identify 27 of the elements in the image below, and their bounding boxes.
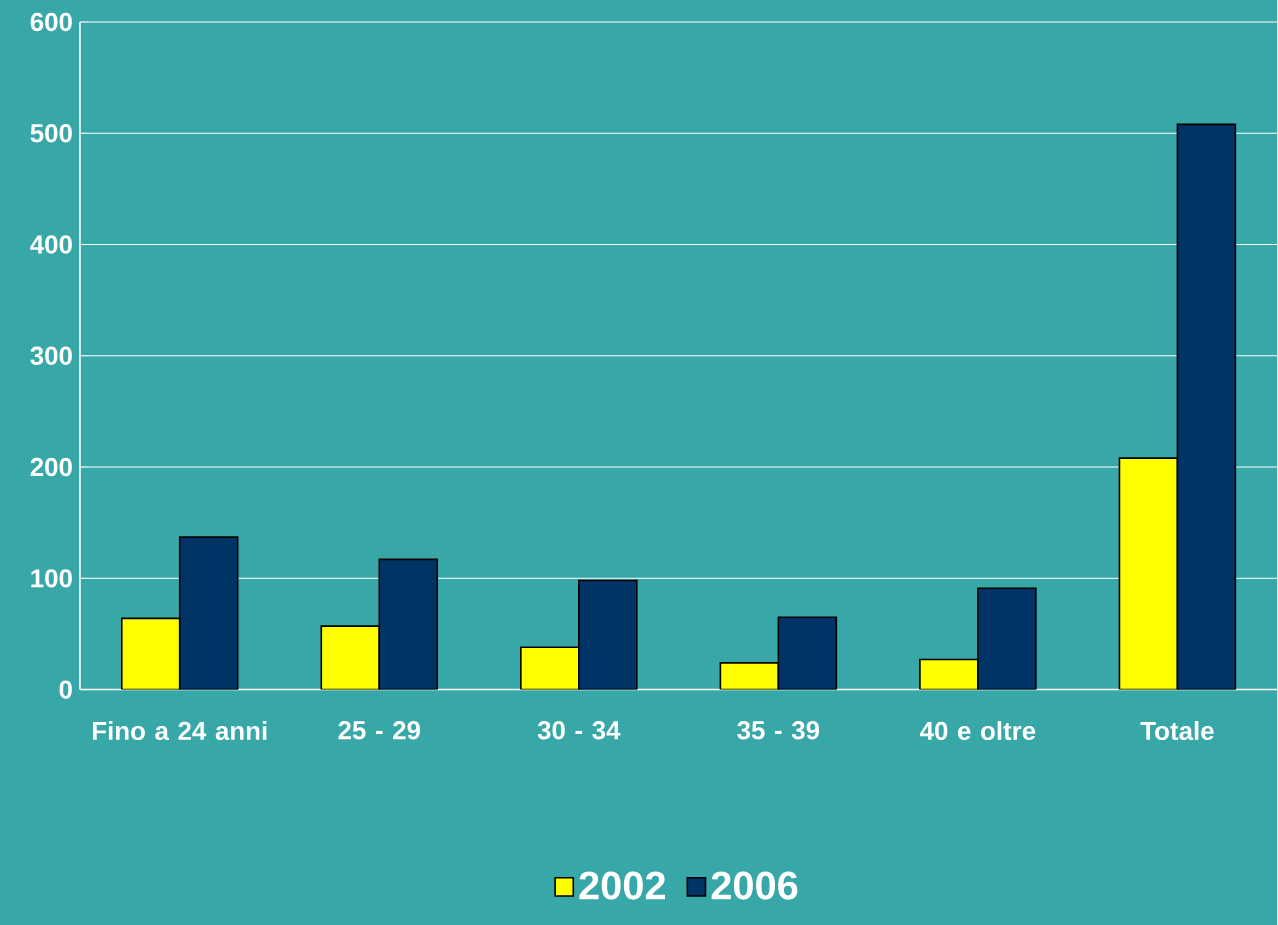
x-tick-label: Totale: [1140, 720, 1214, 740]
x-tick-label: 40 e oltre: [920, 720, 1036, 740]
bar: [1118, 457, 1179, 690]
bar: [320, 625, 381, 690]
bar: [378, 558, 439, 690]
bar: [1176, 123, 1237, 690]
bar: [777, 616, 838, 690]
x-tick-label: 35 - 39: [737, 720, 820, 740]
legend-label: 2002: [579, 871, 666, 900]
bar: [178, 536, 239, 690]
x-tick-label: 25 - 29: [338, 720, 420, 740]
x-tick-label: 30 - 34: [537, 720, 621, 740]
bar: [719, 661, 780, 690]
x-tick-label: Fino a 24 anni: [92, 720, 267, 740]
bar: [120, 617, 181, 690]
y-tick-label: 300: [30, 346, 72, 365]
bar: [578, 579, 638, 690]
y-tick-label: 600: [30, 12, 72, 31]
y-tick-label: 0: [59, 680, 72, 699]
bar: [520, 646, 580, 690]
y-tick-label: 400: [30, 235, 72, 254]
y-tick-label: 100: [31, 568, 72, 588]
y-tick-label: 500: [30, 123, 72, 143]
bar: [919, 658, 979, 690]
legend-label: 2006: [711, 871, 798, 900]
y-tick-label: 200: [30, 457, 72, 476]
bar: [977, 587, 1037, 690]
